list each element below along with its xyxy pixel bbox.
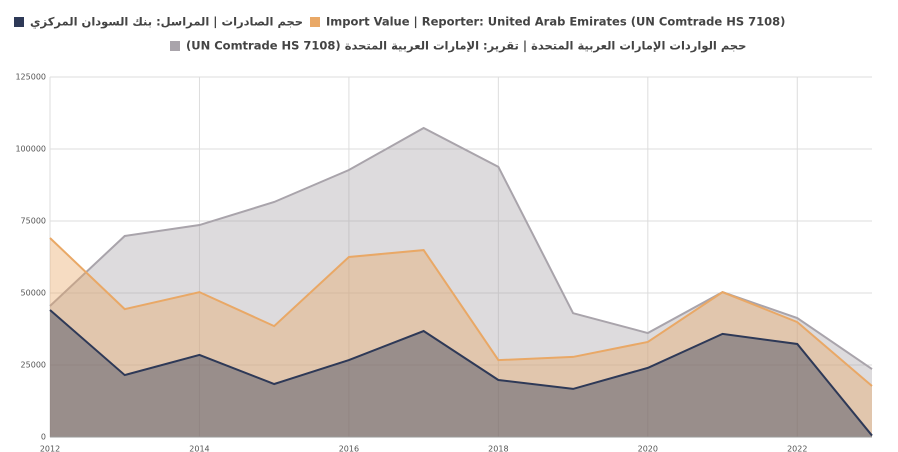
y-tick-label: 75000	[21, 217, 46, 226]
y-tick-label: 50000	[21, 289, 46, 298]
y-tick-label: 25000	[21, 361, 46, 370]
legend-swatch	[170, 41, 180, 51]
x-tick-label: 2014	[189, 445, 209, 452]
legend-label: حجم الصادرات | المراسل: بنك السودان المر…	[30, 15, 303, 30]
legend-swatch	[14, 17, 24, 27]
y-tick-label: 125000	[15, 73, 46, 82]
legend-label: Import Value | Reporter: United Arab Emi…	[326, 15, 785, 29]
x-tick-label: 2018	[488, 445, 508, 452]
y-tick-label: 0	[41, 433, 46, 442]
x-tick-label: 2016	[339, 445, 359, 452]
x-tick-label: 2012	[40, 445, 60, 452]
area-line	[49, 237, 873, 387]
area-line	[49, 309, 873, 437]
x-tick-label: 2020	[638, 445, 658, 452]
y-tick-label: 100000	[15, 145, 46, 154]
legend-swatch	[310, 17, 320, 27]
area	[50, 309, 872, 437]
x-tick-label: 2022	[787, 445, 807, 452]
legend-label: (UN Comtrade HS 7108) حجم الواردات الإما…	[186, 39, 746, 54]
area	[50, 237, 872, 437]
